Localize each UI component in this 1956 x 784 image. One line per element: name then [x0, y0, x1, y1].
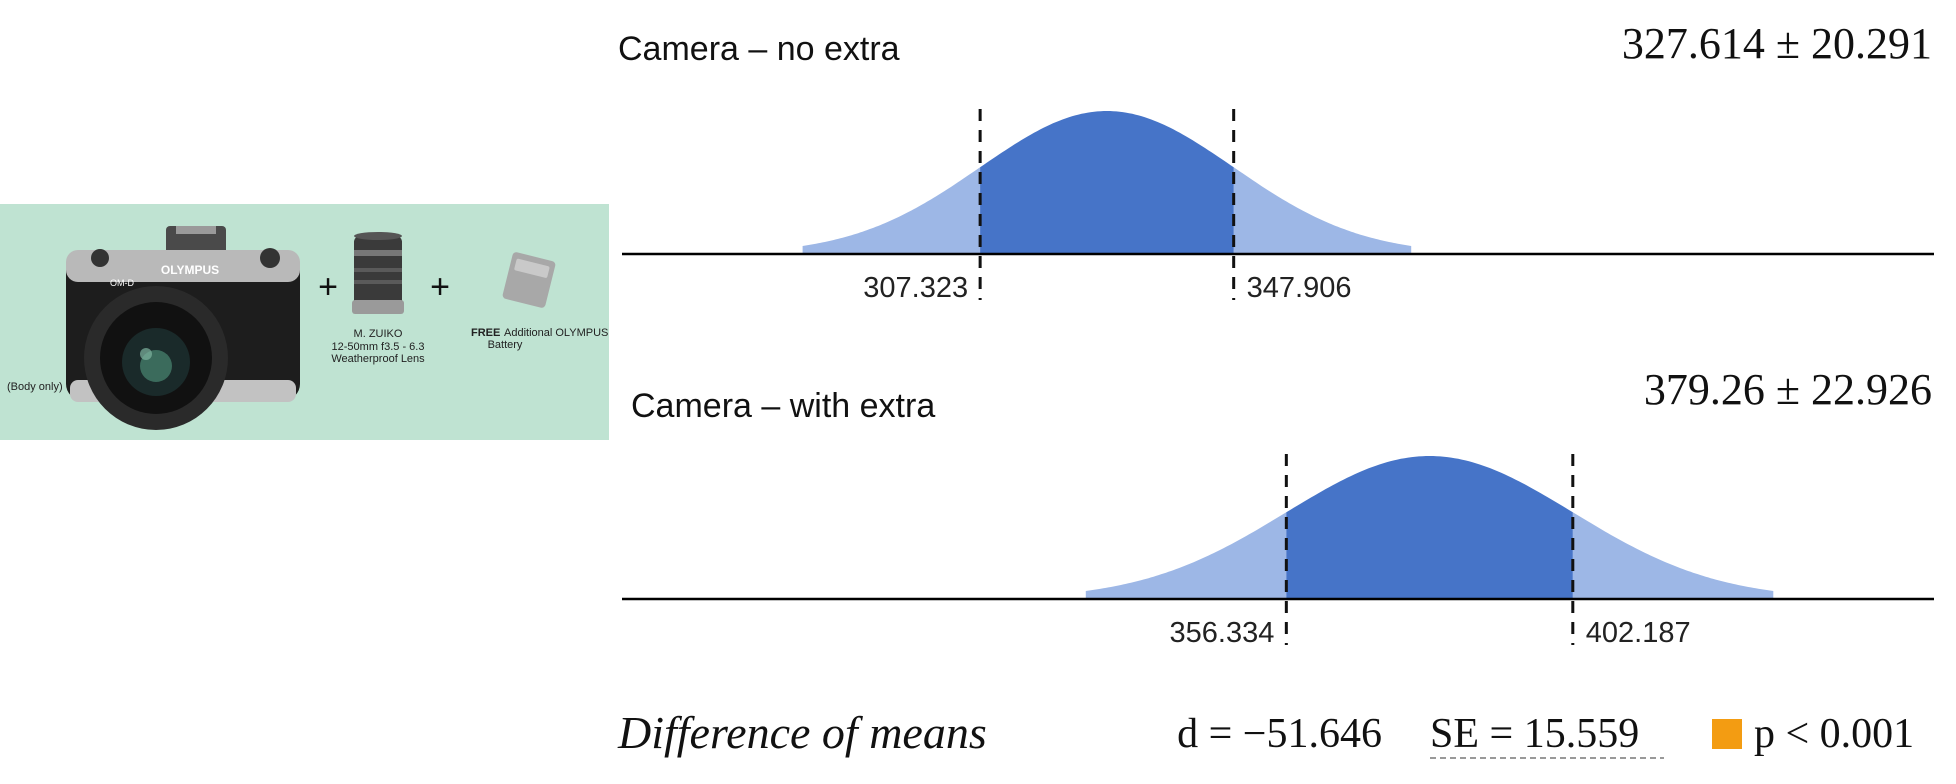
estimate-label-with-extra: 379.26 ± 22.926	[1644, 365, 1932, 414]
battery-caption-line-1: Additional OLYMPUS	[504, 327, 608, 339]
battery-icon	[502, 252, 556, 308]
interval-upper-label-with-extra: 402.187	[1586, 617, 1691, 649]
density-curve-no-extra	[802, 111, 1412, 254]
camera-brand-text: OLYMPUS	[161, 263, 219, 277]
density-tail-left-no-extra	[802, 167, 981, 254]
difference-se-value: SE = 15.559	[1430, 711, 1639, 757]
lens-caption-line-3: Weatherproof Lens	[331, 353, 425, 365]
interval-upper-label-no-extra: 347.906	[1247, 272, 1352, 304]
estimate-label-no-extra: 327.614 ± 20.291	[1622, 19, 1932, 68]
camera-icon: OLYMPUS OM-D	[66, 226, 300, 430]
camera-model-text: OM-D	[110, 278, 134, 288]
density-core-no-extra	[980, 111, 1234, 254]
lens-icon	[352, 232, 404, 314]
density-tail-right-no-extra	[1233, 167, 1412, 254]
body-only-label: (Body only)	[7, 381, 63, 393]
product-image: OLYMPUS OM-D (Body only) + M. ZUIKO 12-5…	[0, 204, 609, 440]
plus-sign-2: +	[430, 268, 450, 306]
density-tail-right-with-extra	[1572, 512, 1774, 599]
interval-lower-label-no-extra: 307.323	[863, 272, 968, 304]
interval-markers-no-extra	[978, 109, 1236, 300]
lens-caption-line-1: M. ZUIKO	[354, 328, 403, 340]
difference-row: Difference of means d = −51.646 SE = 15.…	[617, 707, 1914, 759]
density-core-with-extra	[1286, 456, 1573, 599]
panel-title-with-extra: Camera – with extra	[631, 387, 935, 425]
battery-caption-line-2: Battery	[488, 339, 523, 351]
distribution-panel-no-extra: Camera – no extra 327.614 ± 20.291 307.3…	[618, 19, 1934, 304]
difference-d-value: d = −51.646	[1177, 711, 1382, 757]
density-curve-with-extra	[1085, 456, 1774, 599]
interval-lower-label-with-extra: 356.334	[1170, 617, 1275, 649]
density-tail-left-with-extra	[1085, 512, 1287, 599]
difference-title: Difference of means	[617, 707, 987, 758]
battery-caption-bold: FREE	[471, 327, 500, 339]
distribution-panel-with-extra: Camera – with extra 379.26 ± 22.926 356.…	[622, 365, 1934, 649]
lens-caption-line-2: 12-50mm f3.5 - 6.3	[332, 341, 425, 353]
difference-p-value: p < 0.001	[1754, 711, 1914, 757]
significance-marker	[1712, 719, 1742, 749]
plus-sign-1: +	[318, 268, 338, 306]
panel-title-no-extra: Camera – no extra	[618, 30, 900, 68]
interval-markers-with-extra	[1284, 454, 1575, 645]
